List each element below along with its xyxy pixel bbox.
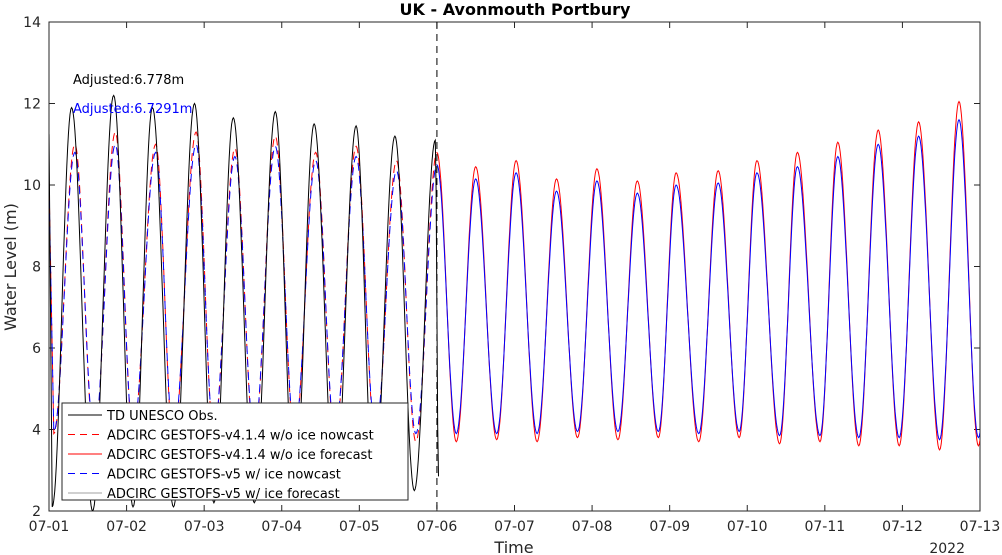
chart-title: UK - Avonmouth Portbury	[400, 0, 631, 19]
legend-entry: TD UNESCO Obs.	[106, 409, 218, 424]
x-tick-label: 07-01	[29, 519, 70, 535]
x-tick-label: 07-03	[184, 519, 225, 535]
x-tick-label: 07-12	[882, 519, 923, 535]
y-tick-label: 2	[32, 504, 41, 520]
x-tick-label: 07-09	[649, 519, 690, 535]
x-tick-label: 07-13	[960, 519, 1001, 535]
y-tick-label: 4	[32, 423, 41, 439]
y-tick-label: 6	[32, 341, 41, 357]
legend-box	[61, 402, 409, 501]
x-tick-label: 07-07	[494, 519, 535, 535]
x-tick-label: 07-11	[804, 519, 845, 535]
y-tick-label: 14	[23, 15, 41, 31]
x-tick-label: 07-05	[339, 519, 380, 535]
series-line-3	[49, 143, 438, 437]
year-label: 2022	[929, 541, 965, 555]
legend-entry: ADCIRC GESTOFS-v4.1.4 w/o ice nowcast	[107, 429, 374, 444]
plot-area: 2 4 6 8 10 12 14 07-01 07-02 07-03 07-04 07-05 07-06…	[23, 15, 1000, 535]
x-axis-label: Time	[493, 538, 533, 555]
x-tick-label: 07-04	[261, 519, 302, 535]
y-axis-label: Water Level (m)	[1, 203, 20, 331]
series-line-2	[436, 100, 980, 451]
y-tick-label: 8	[32, 260, 41, 276]
legend-entry: ADCIRC GESTOFS-v5 w/ ice forecast	[107, 487, 340, 502]
legend-entry: ADCIRC GESTOFS-v4.1.4 w/o ice forecast	[107, 448, 372, 463]
legend	[61, 402, 409, 501]
y-tick-label: 10	[23, 178, 41, 194]
annotation-adjusted: Adjusted:6.778m	[73, 73, 184, 88]
series-line-4	[436, 118, 980, 441]
y-tick-label: 12	[23, 97, 41, 113]
legend-entry: ADCIRC GESTOFS-v5 w/ ice nowcast	[107, 468, 341, 483]
x-tick-label: 07-02	[106, 519, 147, 535]
x-tick-label: 07-10	[727, 519, 768, 535]
annotation-adjusted: Adjusted:6.7291m	[73, 102, 192, 117]
x-tick-label: 07-08	[572, 519, 613, 535]
x-tick-label: 07-06	[417, 519, 458, 535]
